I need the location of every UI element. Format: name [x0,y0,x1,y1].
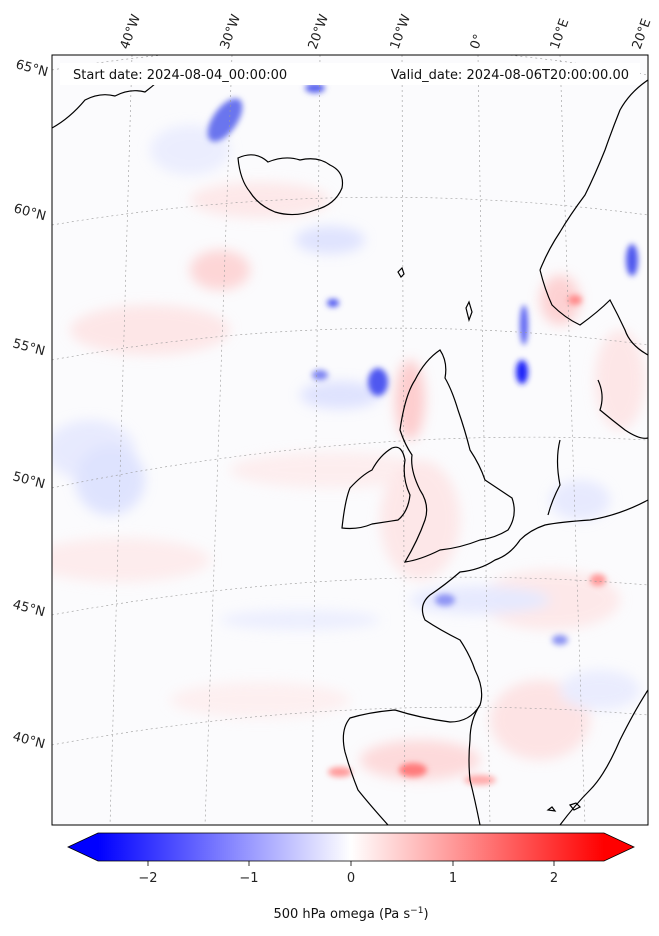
lat-label-60n: 60°N [12,201,48,224]
lon-label-30w: 30°W [218,12,244,51]
colorbar-tick-label: −2 [138,871,157,886]
map-panel: Start date: 2024-08-04_00:00:00 Valid_da… [51,54,649,826]
colorbar-tick-label: −1 [239,871,258,886]
lat-label-50n: 50°N [11,469,47,492]
valid-date-label: Valid_date: 2024-08-06T20:00:00.00 [391,68,629,83]
lon-label-40w: 40°W [118,12,144,51]
lat-label-45n: 45°N [11,597,47,620]
coastlines [52,71,648,825]
lat-label-65n: 65°N [14,57,50,80]
colorbar-title: 500 hPa omega (Pa s−1) [273,906,428,922]
lat-label-40n: 40°N [11,729,47,752]
lon-label-0: 0° [468,32,487,51]
colorbar-tick-label: 0 [347,871,355,886]
graticule [52,55,648,825]
lon-label-10e: 10°E [548,17,573,52]
lon-label-20w: 20°W [306,12,332,51]
title-strip [60,63,640,85]
lon-label-10w: 10°W [388,12,414,51]
colorbar-max-arrow [604,833,634,861]
omega-field [52,55,648,825]
latitude-labels: 65°N 60°N 55°N 50°N 45°N 40°N [11,57,50,752]
lon-label-20e: 20°E [630,17,655,52]
lat-label-55n: 55°N [11,336,47,359]
colorbar-outline [67,832,635,862]
colorbar-tick-label: 2 [550,871,558,886]
longitude-labels: 40°W 30°W 20°W 10°W 0° 10°E 20°E [118,12,655,51]
start-date-label: Start date: 2024-08-04_00:00:00 [73,68,287,83]
colorbar-tick-label: 1 [449,871,457,886]
map-frame [51,54,649,826]
colorbar-gradient [98,833,604,861]
colorbar-min-arrow [68,833,98,861]
colorbar: −2 −1 0 1 2 500 hPa omega (Pa s−1) [67,832,635,922]
